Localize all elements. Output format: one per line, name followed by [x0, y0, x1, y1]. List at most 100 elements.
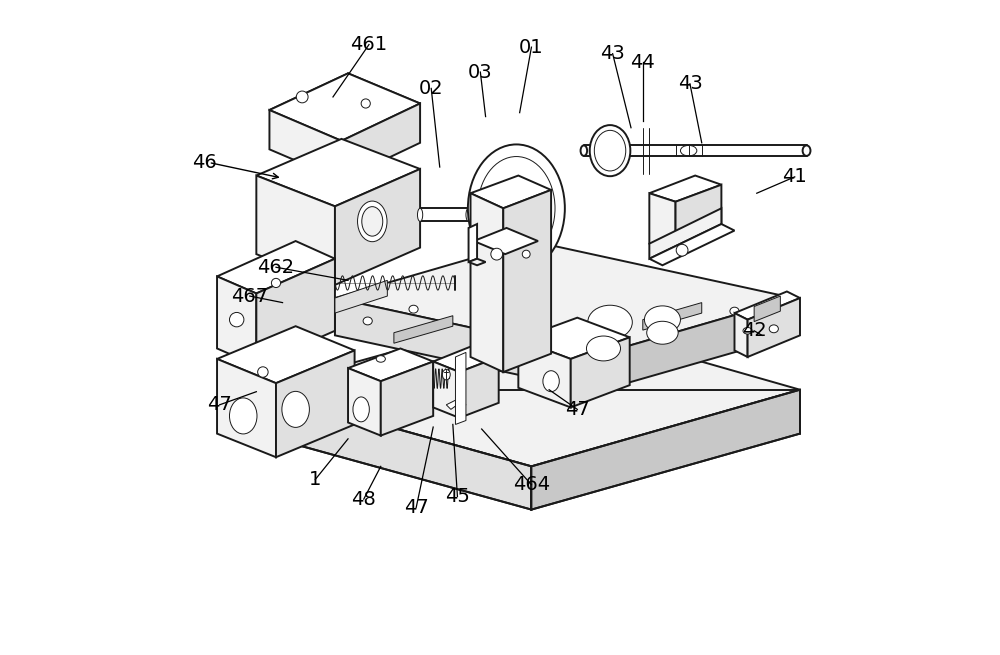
- Ellipse shape: [478, 157, 555, 260]
- Polygon shape: [734, 291, 800, 320]
- Polygon shape: [348, 368, 381, 436]
- Polygon shape: [571, 337, 630, 407]
- Ellipse shape: [586, 336, 621, 361]
- Text: 45: 45: [445, 487, 470, 506]
- Ellipse shape: [491, 248, 503, 260]
- Polygon shape: [649, 193, 676, 252]
- Text: 462: 462: [257, 257, 295, 277]
- Ellipse shape: [494, 299, 503, 307]
- Ellipse shape: [296, 91, 308, 103]
- Polygon shape: [643, 303, 702, 330]
- Polygon shape: [469, 259, 486, 265]
- Ellipse shape: [581, 145, 587, 156]
- Polygon shape: [381, 362, 433, 436]
- Ellipse shape: [590, 125, 630, 176]
- Polygon shape: [469, 224, 477, 262]
- Polygon shape: [256, 259, 335, 365]
- Text: 461: 461: [350, 35, 388, 54]
- Text: 46: 46: [192, 153, 216, 172]
- Polygon shape: [471, 193, 503, 372]
- Text: 48: 48: [351, 489, 376, 509]
- Polygon shape: [754, 296, 780, 322]
- Text: 42: 42: [742, 321, 767, 341]
- Polygon shape: [335, 298, 597, 392]
- Text: 43: 43: [600, 44, 625, 64]
- Ellipse shape: [594, 130, 626, 171]
- Polygon shape: [341, 103, 420, 180]
- Text: 02: 02: [419, 79, 444, 98]
- Ellipse shape: [353, 397, 369, 422]
- Polygon shape: [394, 316, 453, 343]
- Polygon shape: [256, 176, 335, 285]
- Polygon shape: [217, 276, 256, 365]
- Ellipse shape: [466, 208, 471, 221]
- Polygon shape: [503, 190, 551, 372]
- Polygon shape: [256, 390, 531, 510]
- Polygon shape: [433, 346, 499, 372]
- Polygon shape: [269, 110, 341, 180]
- Polygon shape: [446, 398, 466, 409]
- Text: 01: 01: [519, 37, 544, 57]
- Text: 47: 47: [404, 498, 429, 517]
- Ellipse shape: [730, 307, 739, 315]
- Text: 43: 43: [678, 74, 702, 94]
- Ellipse shape: [358, 201, 387, 242]
- Ellipse shape: [468, 145, 565, 272]
- Ellipse shape: [644, 306, 680, 333]
- Ellipse shape: [409, 305, 418, 313]
- Polygon shape: [649, 176, 721, 202]
- Polygon shape: [256, 139, 420, 206]
- Text: 41: 41: [782, 167, 807, 187]
- Polygon shape: [649, 224, 734, 265]
- Ellipse shape: [488, 339, 497, 345]
- Polygon shape: [433, 362, 459, 418]
- Polygon shape: [348, 348, 433, 381]
- Text: 44: 44: [630, 52, 655, 72]
- Ellipse shape: [588, 305, 632, 339]
- Polygon shape: [649, 208, 721, 259]
- Text: 1: 1: [309, 470, 321, 489]
- Polygon shape: [217, 241, 335, 293]
- Polygon shape: [459, 357, 499, 418]
- Polygon shape: [748, 298, 800, 357]
- Ellipse shape: [676, 244, 688, 256]
- Ellipse shape: [522, 250, 530, 258]
- Text: 47: 47: [207, 395, 232, 415]
- Ellipse shape: [769, 325, 778, 333]
- Ellipse shape: [647, 322, 678, 345]
- Ellipse shape: [743, 328, 752, 334]
- Text: 03: 03: [468, 62, 493, 82]
- Ellipse shape: [361, 99, 370, 108]
- Polygon shape: [471, 176, 551, 208]
- Ellipse shape: [442, 369, 450, 380]
- Ellipse shape: [363, 317, 372, 325]
- Ellipse shape: [504, 191, 529, 225]
- Polygon shape: [734, 313, 748, 357]
- Polygon shape: [676, 185, 721, 252]
- Polygon shape: [335, 241, 793, 355]
- Ellipse shape: [533, 299, 543, 307]
- Polygon shape: [518, 318, 630, 359]
- Ellipse shape: [543, 371, 559, 392]
- Text: 467: 467: [231, 286, 268, 306]
- Ellipse shape: [803, 145, 810, 156]
- Polygon shape: [276, 350, 355, 457]
- Polygon shape: [256, 313, 800, 466]
- Ellipse shape: [258, 367, 268, 377]
- Polygon shape: [335, 169, 420, 285]
- Ellipse shape: [282, 392, 309, 427]
- Polygon shape: [474, 228, 538, 254]
- Polygon shape: [217, 326, 355, 383]
- Ellipse shape: [229, 312, 244, 327]
- Polygon shape: [335, 280, 387, 313]
- Ellipse shape: [376, 356, 385, 362]
- Text: 464: 464: [513, 475, 550, 495]
- Ellipse shape: [229, 398, 257, 434]
- Polygon shape: [531, 390, 800, 510]
- Polygon shape: [217, 359, 276, 457]
- Ellipse shape: [271, 278, 281, 288]
- Ellipse shape: [362, 207, 383, 236]
- Polygon shape: [597, 298, 793, 392]
- Ellipse shape: [417, 208, 423, 221]
- Polygon shape: [269, 73, 420, 141]
